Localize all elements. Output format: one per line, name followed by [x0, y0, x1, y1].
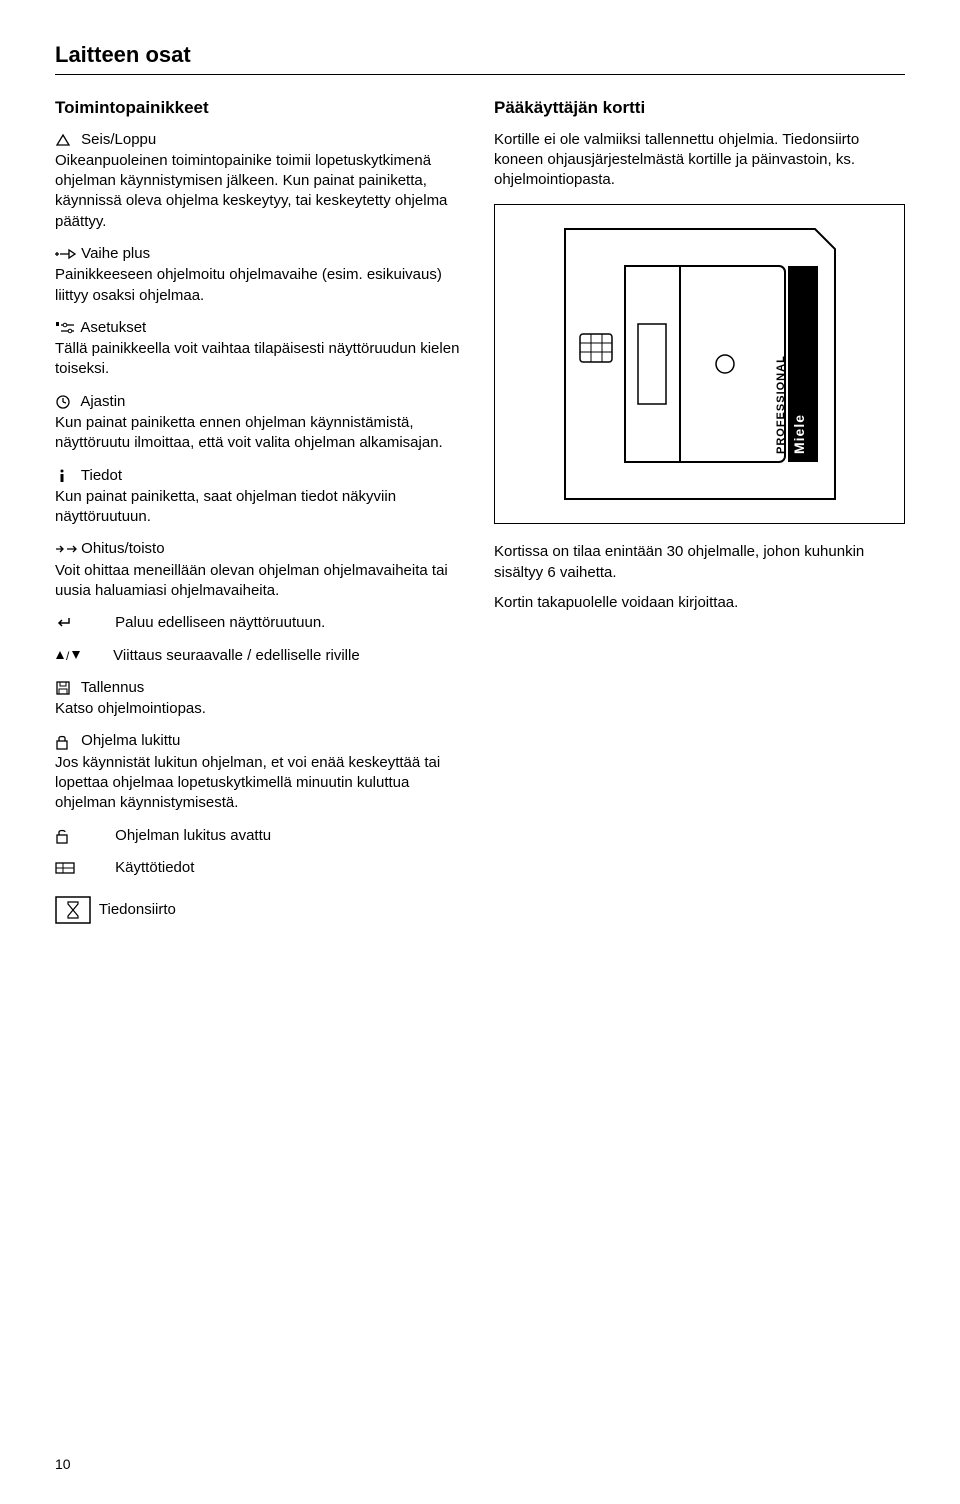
page-title: Laitteen osat: [55, 40, 905, 75]
floppy-card-graphic: Miele PROFESSIONAL: [560, 224, 840, 504]
item-asetukset: Asetukset Tällä painikkeella voit vaihta…: [55, 318, 466, 380]
item-tiedot: Tiedot Kun painat painiketta, saat ohjel…: [55, 466, 466, 528]
item-viittaus: / Viittaus seuraavalle / edelliselle riv…: [55, 646, 466, 666]
desc-lukittu: Jos käynnistät lukitun ohjelman, et voi …: [55, 753, 466, 814]
right-heading: Pääkäyttäjän kortti: [494, 97, 905, 120]
two-column-layout: Toimintopainikkeet Seis/Loppu Oikeanpuol…: [55, 97, 905, 937]
clock-icon: [55, 392, 77, 412]
label-asetukset: Asetukset: [80, 319, 146, 336]
card-illustration-frame: Miele PROFESSIONAL: [494, 204, 905, 524]
settings-sliders-icon: [55, 318, 77, 338]
desc-seis-loppu: Oikeanpuoleinen toimintopainike toimii l…: [55, 151, 466, 232]
item-seis-loppu: Seis/Loppu Oikeanpuoleinen toimintopaini…: [55, 130, 466, 232]
item-ajastin: Ajastin Kun painat painiketta ennen ohje…: [55, 392, 466, 454]
svg-text:/: /: [66, 649, 70, 663]
label-ohitus-toisto: Ohitus/toisto: [81, 540, 164, 557]
label-ajastin: Ajastin: [80, 393, 125, 410]
right-column: Pääkäyttäjän kortti Kortille ei ole valm…: [494, 97, 905, 937]
label-kayttotiedot: Käyttötiedot: [115, 858, 194, 878]
item-vaihe-plus: Vaihe plus Painikkeeseen ohjelmoitu ohje…: [55, 244, 466, 306]
card-subbrand-text: Miele: [791, 414, 807, 454]
label-seis-loppu: Seis/Loppu: [81, 131, 156, 148]
right-intro: Kortille ei ole valmiiksi tallennettu oh…: [494, 130, 905, 191]
label-vaihe-plus: Vaihe plus: [81, 245, 150, 262]
item-tallennus: Tallennus Katso ohjelmointiopas.: [55, 678, 466, 720]
card-professional-text: PROFESSIONAL: [775, 356, 787, 455]
return-arrow-icon: [55, 613, 77, 633]
stop-triangle-icon: [55, 130, 77, 150]
right-note-2: Kortin takapuolelle voidaan kirjoittaa.: [494, 593, 905, 613]
desc-tallennus: Katso ohjelmointiopas.: [55, 699, 466, 719]
label-lukittu: Ohjelma lukittu: [81, 733, 180, 750]
label-tiedonsiirto: Tiedonsiirto: [99, 901, 176, 918]
save-disk-icon: [55, 678, 77, 698]
item-kayttotiedot: Käyttötiedot: [55, 858, 466, 878]
operating-data-icon: [55, 858, 77, 878]
label-viittaus: Viittaus seuraavalle / edelliselle rivil…: [113, 646, 360, 666]
label-paluu: Paluu edelliseen näyttöruutuun.: [115, 613, 325, 633]
info-icon: [55, 466, 77, 486]
desc-ajastin: Kun painat painiketta ennen ohjelman käy…: [55, 413, 466, 454]
hourglass-box-icon: [55, 896, 95, 924]
label-tallennus: Tallennus: [81, 679, 144, 696]
item-lukitus-avattu: Ohjelman lukitus avattu: [55, 826, 466, 846]
lock-open-icon: [55, 826, 77, 846]
desc-tiedot: Kun painat painiketta, saat ohjelman tie…: [55, 487, 466, 528]
item-tiedonsiirto: Tiedonsiirto: [55, 896, 466, 924]
up-down-triangles-icon: /: [55, 646, 83, 666]
left-column: Toimintopainikkeet Seis/Loppu Oikeanpuol…: [55, 97, 466, 937]
desc-ohitus-toisto: Voit ohittaa meneillään olevan ohjelman …: [55, 561, 466, 602]
desc-vaihe-plus: Painikkeeseen ohjelmoitu ohjelmavaihe (e…: [55, 265, 466, 306]
page-number: 10: [55, 1455, 71, 1474]
phase-plus-icon: [55, 244, 77, 264]
right-note-1: Kortissa on tilaa enintään 30 ohjelmalle…: [494, 542, 905, 583]
item-lukittu: Ohjelma lukittu Jos käynnistät lukitun o…: [55, 731, 466, 813]
left-heading: Toimintopainikkeet: [55, 97, 466, 120]
item-paluu: Paluu edelliseen näyttöruutuun.: [55, 613, 466, 633]
label-tiedot: Tiedot: [81, 467, 122, 484]
desc-asetukset: Tällä painikkeella voit vaihtaa tilapäis…: [55, 339, 466, 380]
skip-repeat-icon: [55, 539, 77, 559]
lock-closed-icon: [55, 731, 77, 751]
item-ohitus-toisto: Ohitus/toisto Voit ohittaa meneillään ol…: [55, 539, 466, 601]
label-lukitus-avattu: Ohjelman lukitus avattu: [115, 826, 271, 846]
